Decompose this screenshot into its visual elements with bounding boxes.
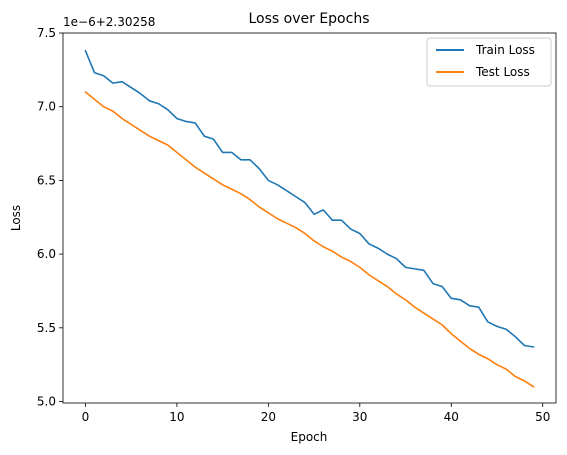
series-line-test (84, 91, 535, 388)
x-tick-label: 0 (82, 410, 90, 424)
legend-label-train: Train Loss (475, 43, 535, 57)
x-tick-label: 40 (444, 410, 459, 424)
plot-frame (62, 32, 557, 404)
legend: Train Loss Test Loss (426, 37, 552, 87)
legend-label-test: Test Loss (475, 65, 530, 79)
x-axis-label: Epoch (291, 430, 328, 444)
y-axis-label: Loss (9, 205, 23, 231)
y-tick-label: 5.0 (37, 395, 56, 409)
y-tick-label: 6.0 (37, 247, 56, 261)
plot-lines (84, 49, 535, 388)
y-offset-label: 1e−6+2.30258 (63, 15, 155, 29)
y-tick-label: 6.5 (37, 173, 56, 187)
y-tick-label: 7.5 (37, 26, 56, 40)
chart-title: Loss over Epochs (249, 11, 370, 27)
y-axis-ticks: 5.0 5.5 6.0 6.5 7.0 7.5 (37, 26, 63, 409)
x-tick-label: 10 (169, 410, 184, 424)
x-tick-label: 20 (261, 410, 276, 424)
x-tick-label: 50 (535, 410, 550, 424)
x-tick-label: 30 (352, 410, 367, 424)
series-line-train (84, 49, 535, 348)
x-axis-ticks: 0 10 20 30 40 50 (82, 403, 550, 424)
y-tick-label: 5.5 (37, 321, 56, 335)
y-tick-label: 7.0 (37, 100, 56, 114)
